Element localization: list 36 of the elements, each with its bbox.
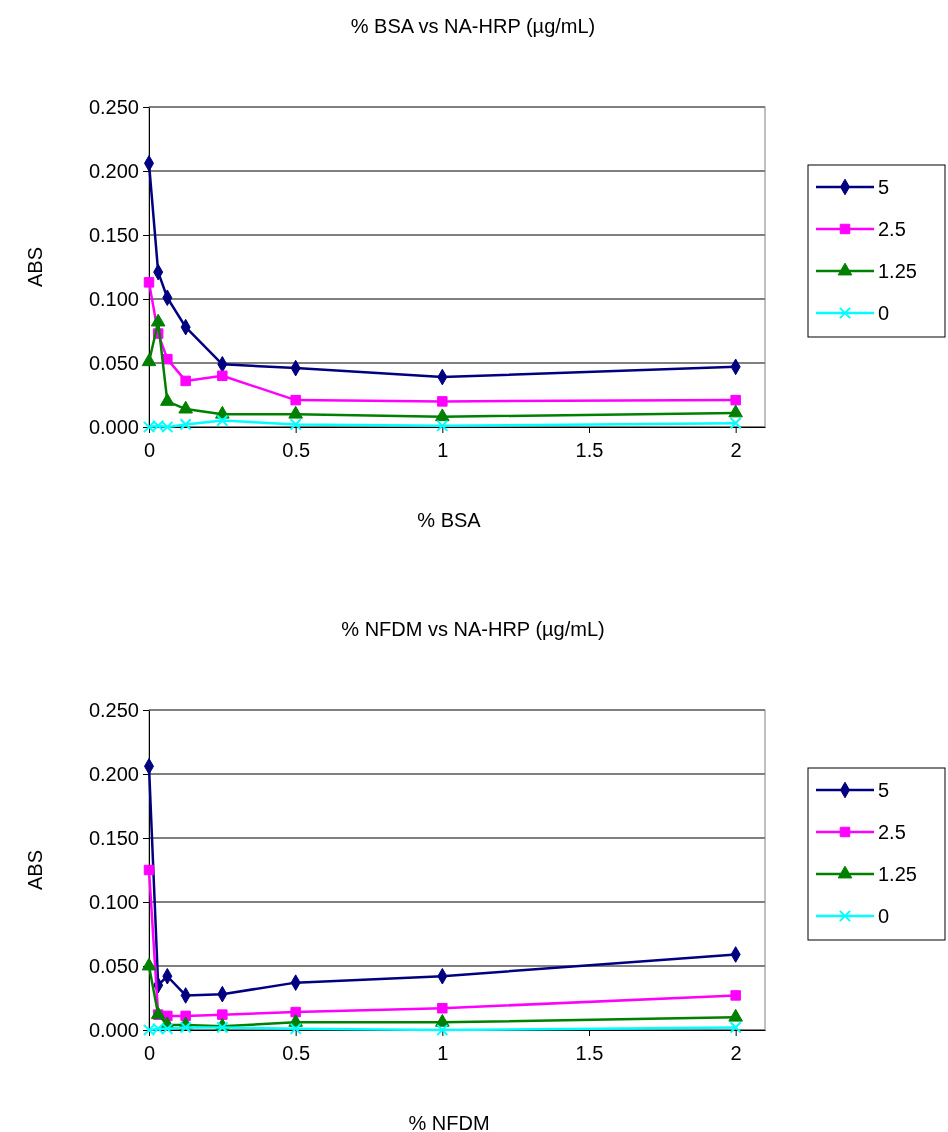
- y-tick-label: 0.200: [88, 159, 139, 182]
- chart-title: % BSA vs NA-HRP (µg/mL): [350, 15, 596, 37]
- legend-label: 0: [878, 302, 890, 324]
- x-tick-label: 2: [730, 439, 742, 462]
- chart-title: % NFDM vs NA-HRP (µg/mL): [341, 618, 605, 640]
- x-tick-label: 2: [730, 1042, 742, 1065]
- y-tick-label: 0.200: [88, 762, 139, 785]
- legend-label: 0: [878, 905, 890, 927]
- y-tick-label: 0.050: [88, 351, 139, 374]
- x-tick-label: 1: [437, 439, 449, 462]
- legend-label: 1.25: [878, 863, 917, 885]
- y-tick-label: 0.000: [88, 415, 139, 438]
- y-tick-label: 0.150: [88, 223, 139, 246]
- y-tick-label: 0.100: [88, 287, 139, 310]
- y-tick-label: 0.250: [88, 95, 139, 118]
- y-axis-title: ABS: [24, 246, 46, 288]
- legend-label: 5: [878, 176, 890, 198]
- x-tick-label: 1.5: [575, 1042, 604, 1065]
- x-tick-label: 1.5: [575, 439, 604, 462]
- x-axis-title: % NFDM: [408, 1112, 490, 1132]
- legend-label: 1.25: [878, 260, 917, 282]
- x-tick-label: 0: [143, 439, 156, 462]
- legend-label: 5: [878, 779, 890, 801]
- x-tick-label: 1: [437, 1042, 449, 1065]
- legend-label: 2.5: [878, 218, 906, 240]
- y-tick-label: 0.050: [88, 954, 139, 977]
- x-tick-label: 0.5: [282, 1042, 311, 1065]
- legend-label: 2.5: [878, 821, 906, 843]
- x-tick-label: 0: [143, 1042, 156, 1065]
- x-axis-title: % BSA: [417, 509, 482, 531]
- y-axis-title: ABS: [24, 849, 46, 891]
- y-tick-label: 0.150: [88, 826, 139, 849]
- y-tick-label: 0.100: [88, 890, 139, 913]
- y-tick-label: 0.000: [88, 1018, 139, 1041]
- y-tick-label: 0.250: [88, 698, 139, 721]
- x-tick-label: 0.5: [282, 439, 311, 462]
